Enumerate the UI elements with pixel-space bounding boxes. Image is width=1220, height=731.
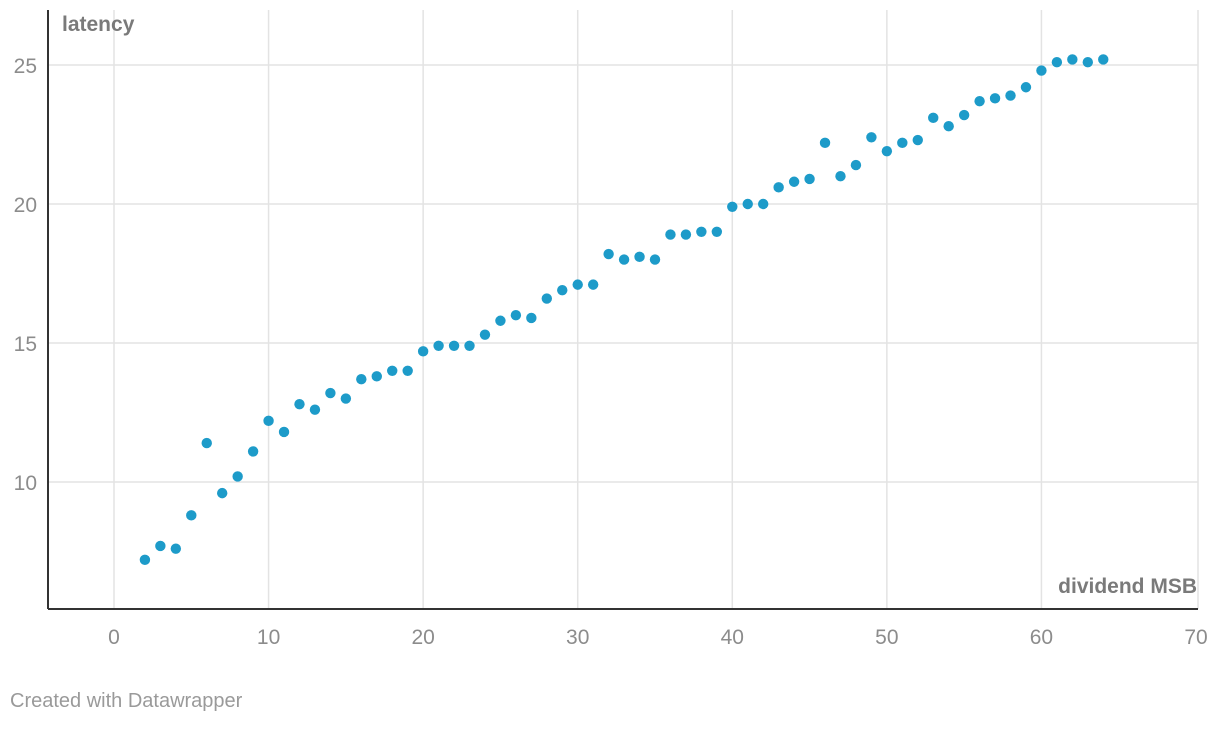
scatter-point [974, 95, 985, 107]
x-tick-label: 30 [566, 626, 589, 649]
scatter-point [325, 387, 336, 399]
scatter-point [727, 201, 738, 212]
y-tick-label: 20 [14, 194, 37, 217]
scatter-point [788, 176, 800, 187]
scatter-point [510, 310, 522, 321]
axes: 0 10 20 30 40 50 60 70 10 15 20 25 [14, 10, 1208, 649]
scatter-point [371, 371, 382, 382]
y-tick-label: 15 [14, 333, 37, 356]
scatter-point [587, 279, 599, 290]
scatter-point [1098, 54, 1109, 65]
scatter-point [850, 159, 862, 171]
scatter-point [417, 346, 429, 357]
x-tick-label: 20 [411, 626, 434, 649]
scatter-point [387, 365, 398, 376]
grid-lines [48, 10, 1199, 609]
y-tick-label: 25 [14, 55, 37, 78]
scatter-point [464, 340, 475, 351]
x-tick-label: 0 [108, 626, 120, 649]
scatter-point [665, 229, 676, 240]
scatter-point [541, 293, 552, 304]
scatter-point [294, 398, 305, 410]
scatter-point [696, 226, 707, 237]
x-tick-label: 60 [1030, 626, 1053, 649]
scatter-point [557, 284, 568, 296]
scatter-point [232, 471, 243, 482]
scatter-point [1051, 57, 1063, 68]
scatter-point [186, 510, 197, 521]
scatter-point [340, 393, 352, 404]
scatter-point [356, 373, 367, 385]
data-points [139, 54, 1109, 566]
scatter-point [1020, 82, 1032, 93]
scatter-point [155, 540, 166, 552]
x-tick-label: 10 [257, 626, 280, 649]
scatter-point [649, 254, 661, 265]
scatter-point [912, 134, 923, 146]
scatter-point [1036, 65, 1047, 76]
scatter-point [278, 426, 290, 438]
scatter-point [309, 404, 321, 415]
scatter-point [402, 365, 413, 376]
scatter-point [170, 543, 182, 554]
scatter-point [773, 182, 784, 193]
scatter-point [758, 198, 769, 210]
scatter-point [835, 171, 846, 182]
scatter-point [958, 109, 970, 121]
scatter-point [680, 229, 692, 240]
x-tick-label: 40 [721, 626, 744, 649]
scatter-point [634, 251, 645, 263]
scatter-point [603, 248, 614, 260]
scatter-point [201, 437, 212, 449]
scatter-point [711, 226, 723, 237]
scatter-point [1082, 57, 1094, 68]
scatter-point [479, 329, 491, 340]
y-tick-label: 10 [14, 472, 37, 495]
scatter-point [526, 312, 537, 324]
x-tick-label: 70 [1184, 626, 1207, 649]
scatter-point [989, 93, 1001, 104]
scatter-point [943, 120, 954, 132]
scatter-point [1067, 54, 1078, 65]
y-axis-label: latency [62, 13, 135, 36]
scatter-point [263, 415, 274, 427]
scatter-point [742, 198, 753, 210]
scatter-point [448, 340, 460, 351]
scatter-point [247, 446, 259, 457]
scatter-point [139, 554, 151, 566]
scatter-point [1005, 90, 1016, 101]
x-tick-label: 50 [875, 626, 898, 649]
scatter-point [866, 132, 877, 143]
scatter-point [495, 315, 506, 326]
footer-credit: Created with Datawrapper [10, 690, 243, 712]
scatter-point [433, 340, 444, 351]
axis-labels: latency dividend MSB [62, 13, 1197, 598]
x-axis-label: dividend MSB [1058, 575, 1197, 598]
scatter-point [819, 137, 831, 149]
scatter-point [897, 137, 908, 149]
scatter-point [618, 254, 630, 265]
scatter-point [928, 112, 939, 124]
scatter-point [804, 173, 815, 185]
scatter-point [572, 279, 583, 290]
scatter-point [217, 487, 228, 499]
scatter-point [881, 145, 893, 157]
